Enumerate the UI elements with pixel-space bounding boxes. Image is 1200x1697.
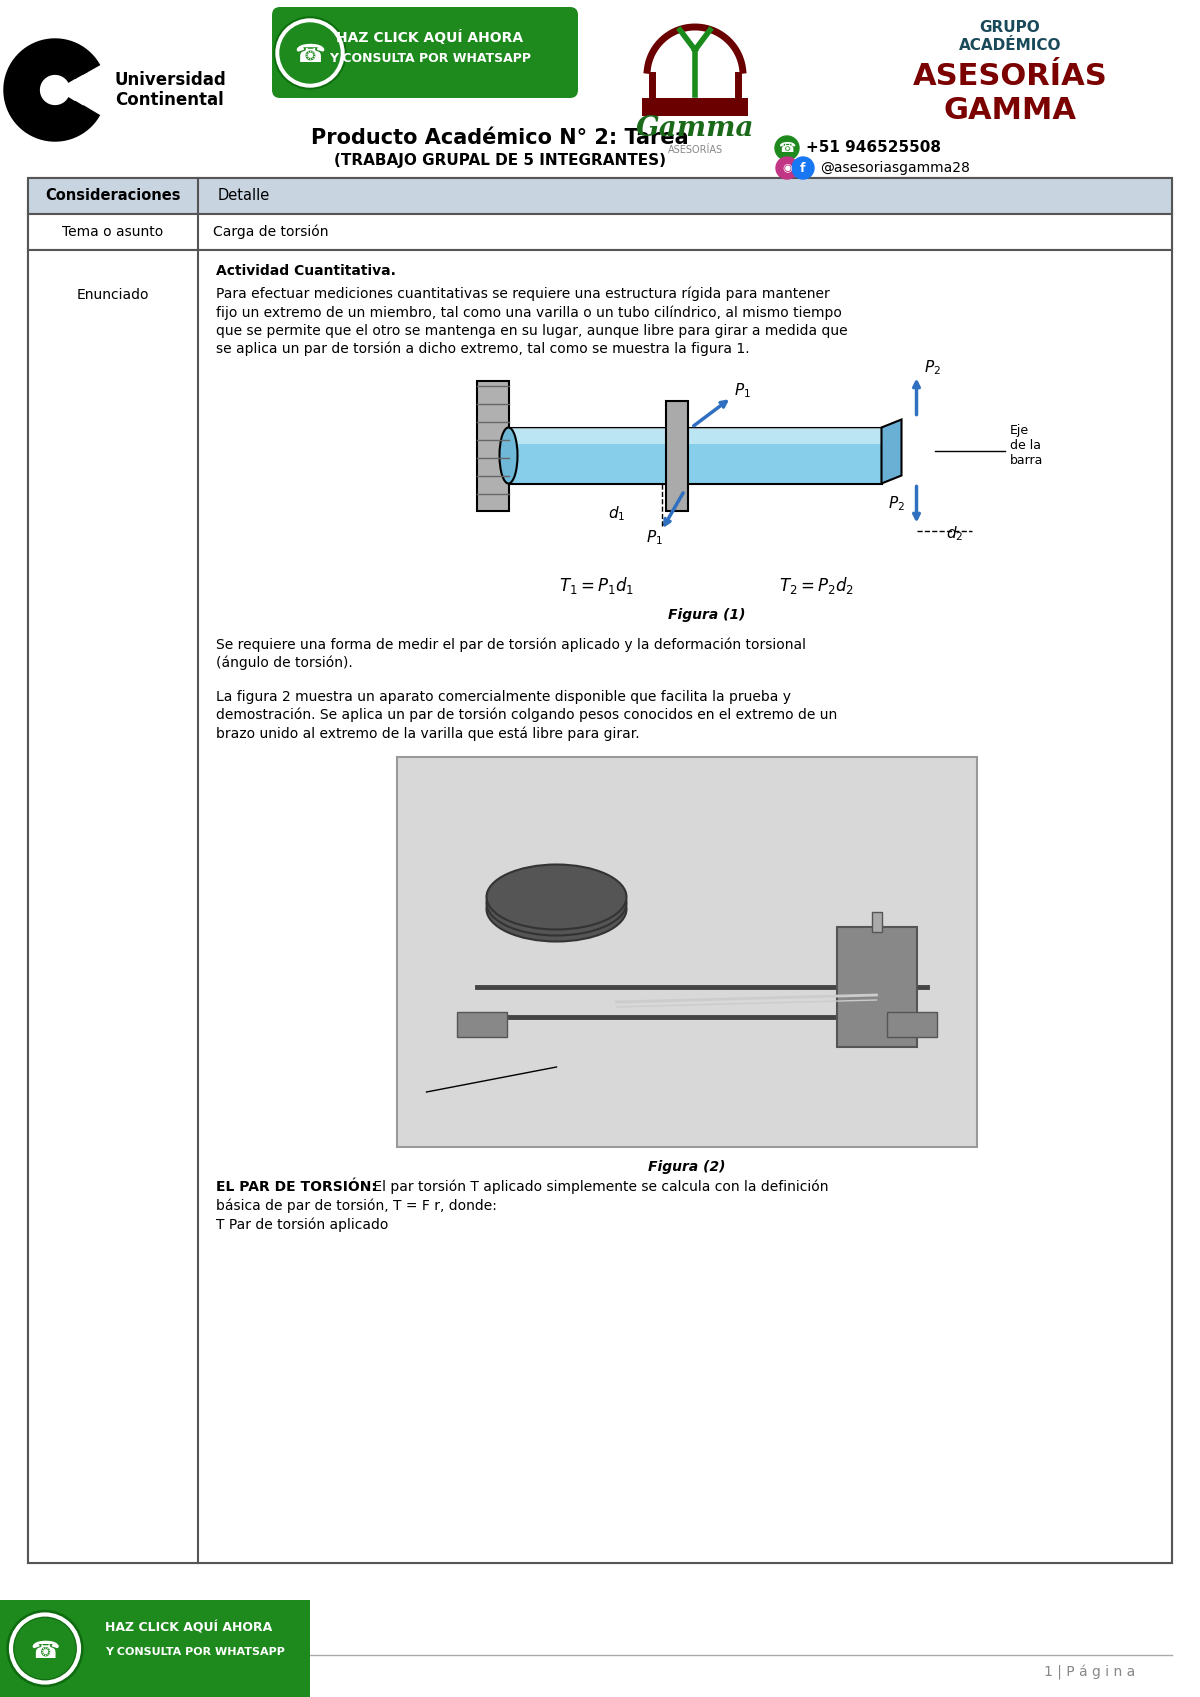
Text: La carga en el: La carga en el	[426, 1052, 505, 1062]
Text: $d_2$: $d_2$	[947, 524, 964, 543]
Bar	[887, 1011, 936, 1037]
Text: Detalle: Detalle	[218, 188, 270, 204]
Bar	[28, 178, 1172, 1563]
Bar	[836, 927, 917, 1047]
Bar	[28, 214, 1172, 249]
Text: $P_2$: $P_2$	[924, 358, 941, 377]
Text: ◉: ◉	[782, 163, 792, 173]
Polygon shape	[882, 419, 901, 484]
Text: $T_1 = P_1 d_1$: $T_1 = P_1 d_1$	[559, 575, 634, 596]
Text: GRUPO: GRUPO	[979, 20, 1040, 36]
Text: GAMMA: GAMMA	[943, 97, 1076, 126]
Text: ASESORÍAS: ASESORÍAS	[667, 144, 722, 154]
Text: Figura (2): Figura (2)	[648, 1161, 725, 1174]
Bar	[28, 178, 1172, 214]
Bar	[666, 400, 688, 511]
Text: HAZ CLICK AQUÍ AHORA: HAZ CLICK AQUÍ AHORA	[106, 1622, 272, 1634]
FancyBboxPatch shape	[272, 7, 578, 98]
Circle shape	[776, 158, 798, 178]
Text: ☎: ☎	[294, 42, 325, 66]
Text: ☎: ☎	[30, 1639, 60, 1663]
Text: Producto Académico N° 2: Tarea: Producto Académico N° 2: Tarea	[311, 127, 689, 148]
Circle shape	[792, 158, 814, 178]
Ellipse shape	[486, 871, 626, 935]
Text: $P_2$: $P_2$	[888, 494, 905, 512]
Text: brazo unido al extremo de la varilla que está libre para girar.: brazo unido al extremo de la varilla que…	[216, 726, 640, 742]
Text: Continental: Continental	[115, 92, 223, 109]
Text: Y CONSULTA POR WHATSAPP: Y CONSULTA POR WHATSAPP	[329, 51, 530, 64]
Bar	[28, 249, 1172, 1563]
Bar	[871, 911, 882, 932]
Circle shape	[14, 1619, 74, 1678]
Ellipse shape	[486, 876, 626, 942]
Text: se aplica un par de torsión a dicho extremo, tal como se muestra la figura 1.: se aplica un par de torsión a dicho extr…	[216, 343, 750, 356]
Text: ☎: ☎	[779, 141, 796, 154]
Text: ASESORÍAS: ASESORÍAS	[913, 63, 1108, 92]
Text: Consideraciones: Consideraciones	[46, 188, 181, 204]
Circle shape	[7, 1610, 83, 1687]
Bar	[506, 428, 882, 484]
Text: fijo un extremo de un miembro, tal como una varilla o un tubo cilíndrico, al mis: fijo un extremo de un miembro, tal como …	[216, 305, 842, 319]
Text: T Par de torsión aplicado: T Par de torsión aplicado	[216, 1217, 389, 1232]
Bar	[456, 1011, 506, 1037]
Circle shape	[280, 24, 340, 83]
Text: (ángulo de torsión).: (ángulo de torsión).	[216, 657, 353, 670]
Bar	[396, 757, 977, 1147]
Circle shape	[274, 17, 346, 88]
Text: 1 | P á g i n a: 1 | P á g i n a	[1044, 1665, 1135, 1680]
Text: +51 946525508: +51 946525508	[806, 141, 941, 156]
Text: El par torsión T aplicado simplemente se calcula con la definición: El par torsión T aplicado simplemente se…	[370, 1179, 828, 1195]
Text: Tema o asunto: Tema o asunto	[62, 226, 163, 239]
Bar	[476, 380, 509, 511]
Text: Eje
de la
barra: Eje de la barra	[1009, 424, 1043, 467]
Text: $d_1$: $d_1$	[608, 504, 625, 523]
Text: @asesoriasgamma28: @asesoriasgamma28	[820, 161, 970, 175]
Circle shape	[276, 19, 344, 87]
Text: HAZ CLICK AQUÍ AHORA: HAZ CLICK AQUÍ AHORA	[336, 29, 523, 44]
Text: Para efectuar mediciones cuantitativas se requiere una estructura rígida para ma: Para efectuar mediciones cuantitativas s…	[216, 287, 829, 300]
Text: Actividad Cuantitativa.: Actividad Cuantitativa.	[216, 265, 396, 278]
Text: básica de par de torsión, T = F r, donde:: básica de par de torsión, T = F r, donde…	[216, 1198, 497, 1213]
Text: Universidad: Universidad	[115, 71, 227, 88]
Text: $P_1$: $P_1$	[647, 528, 664, 546]
Text: EL PAR DE TORSIÓN:: EL PAR DE TORSIÓN:	[216, 1179, 377, 1195]
Text: a la varilla: a la varilla	[426, 1095, 485, 1105]
Text: f: f	[800, 161, 805, 175]
Text: que se permite que el otro se mantenga en su lugar, aunque libre para girar a me: que se permite que el otro se mantenga e…	[216, 324, 847, 338]
Circle shape	[775, 136, 799, 160]
Text: Se requiere una forma de medir el par de torsión aplicado y la deformación torsi: Se requiere una forma de medir el par de…	[216, 638, 806, 652]
Text: soporte colgante: soporte colgante	[426, 1066, 521, 1076]
Text: demostración. Se aplica un par de torsión colgando pesos conocidos en el extremo: demostración. Se aplica un par de torsió…	[216, 708, 838, 723]
Text: aplica un par de torsión: aplica un par de torsión	[426, 1079, 559, 1091]
Text: Y CONSULTA POR WHATSAPP: Y CONSULTA POR WHATSAPP	[106, 1648, 284, 1656]
Text: ACADÉMICO: ACADÉMICO	[959, 37, 1061, 53]
Ellipse shape	[499, 428, 517, 484]
Text: $P_1$: $P_1$	[734, 382, 751, 400]
Text: La figura 2 muestra un aparato comercialmente disponible que facilita la prueba : La figura 2 muestra un aparato comercial…	[216, 689, 791, 704]
Bar	[642, 98, 748, 115]
Text: $T_2 = P_2 d_2$: $T_2 = P_2 d_2$	[779, 575, 854, 596]
Ellipse shape	[486, 864, 626, 930]
Bar	[506, 428, 882, 445]
Text: Enunciado: Enunciado	[77, 288, 149, 302]
Text: Gamma: Gamma	[636, 114, 755, 141]
Text: Figura (1): Figura (1)	[667, 608, 745, 621]
Text: Carga de torsión: Carga de torsión	[214, 224, 329, 239]
Bar	[0, 1600, 310, 1697]
Text: (TRABAJO GRUPAL DE 5 INTEGRANTES): (TRABAJO GRUPAL DE 5 INTEGRANTES)	[334, 153, 666, 168]
